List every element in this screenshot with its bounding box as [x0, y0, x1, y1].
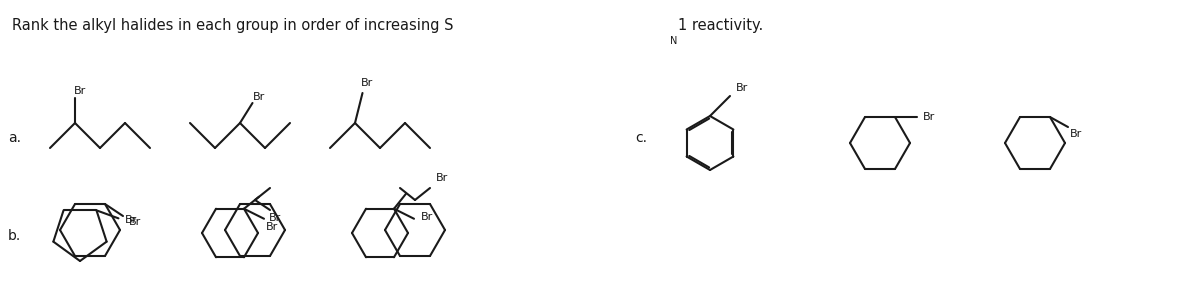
Text: Br: Br [923, 112, 935, 122]
Text: Br: Br [253, 91, 265, 102]
Text: Rank the alkyl halides in each group in order of increasing S: Rank the alkyl halides in each group in … [12, 18, 454, 33]
Text: 1 reactivity.: 1 reactivity. [678, 18, 763, 33]
Text: Br: Br [436, 173, 449, 183]
Text: Br: Br [266, 222, 278, 232]
Text: Br: Br [736, 83, 749, 93]
Text: Br: Br [269, 213, 281, 223]
Text: Br: Br [361, 78, 373, 88]
Text: Br: Br [130, 217, 142, 227]
Text: a.: a. [8, 131, 22, 145]
Text: c.: c. [635, 131, 647, 145]
Text: Br: Br [1070, 129, 1082, 139]
Text: N: N [670, 36, 677, 46]
Text: b.: b. [8, 229, 22, 243]
Text: Br: Br [74, 86, 86, 96]
Text: Br: Br [125, 215, 138, 225]
Text: Br: Br [421, 212, 433, 222]
